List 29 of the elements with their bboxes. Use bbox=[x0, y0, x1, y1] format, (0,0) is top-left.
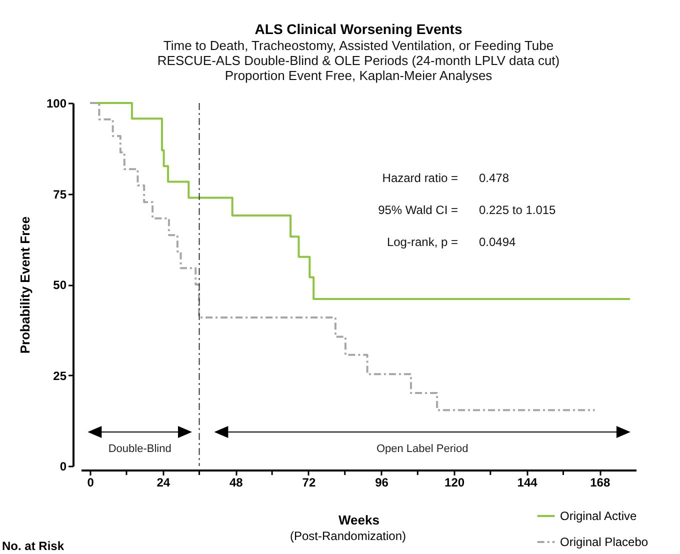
annotation: Double-Blind bbox=[108, 443, 172, 455]
annotation: 0.478 bbox=[479, 171, 510, 185]
y-tick-label: 50 bbox=[53, 278, 67, 292]
legend-label: Original Placebo bbox=[560, 535, 648, 549]
x-tick-label: 168 bbox=[590, 476, 610, 490]
y-tick-label: 100 bbox=[46, 96, 67, 110]
legend-label: Original Active bbox=[560, 509, 638, 523]
annotation: 0.225 to 1.015 bbox=[479, 203, 556, 217]
x-tick-label: 24 bbox=[156, 476, 170, 490]
chart-title: ALS Clinical Worsening Events bbox=[254, 21, 462, 37]
text: No. at Risk bbox=[2, 539, 64, 553]
x-tick-label: 120 bbox=[444, 476, 465, 490]
x-tick-label: 48 bbox=[229, 476, 244, 490]
chart-subtitle: Time to Death, Tracheostomy, Assisted Ventilation, or Feeding Tube RESCUE-ALS Double-Blind & OLE Periods (24-month LPLV data cut) Proportion Event Free, Kaplan-Meier Analyses bbox=[157, 38, 560, 83]
annotation: 95% Wald CI = bbox=[378, 203, 458, 217]
x-tick-label: 144 bbox=[517, 476, 538, 490]
annotation: 0.0494 bbox=[479, 235, 516, 249]
y-tick-label: 75 bbox=[53, 187, 67, 202]
text: (Post-Randomization) bbox=[290, 529, 406, 543]
x-axis-title: Weeks bbox=[338, 512, 380, 528]
x-tick-label: 72 bbox=[302, 476, 316, 490]
annotation: Log-rank, p = bbox=[386, 235, 458, 249]
annotation: Open Label Period bbox=[376, 443, 468, 455]
annotation: Hazard ratio = bbox=[382, 171, 458, 185]
x-tick-label: 96 bbox=[375, 476, 389, 490]
y-tick-label: 0 bbox=[60, 460, 67, 474]
x-tick-label: 0 bbox=[87, 476, 94, 490]
y-tick-label: 25 bbox=[53, 368, 67, 383]
y-axis-title: Probability Event Free bbox=[17, 216, 32, 354]
